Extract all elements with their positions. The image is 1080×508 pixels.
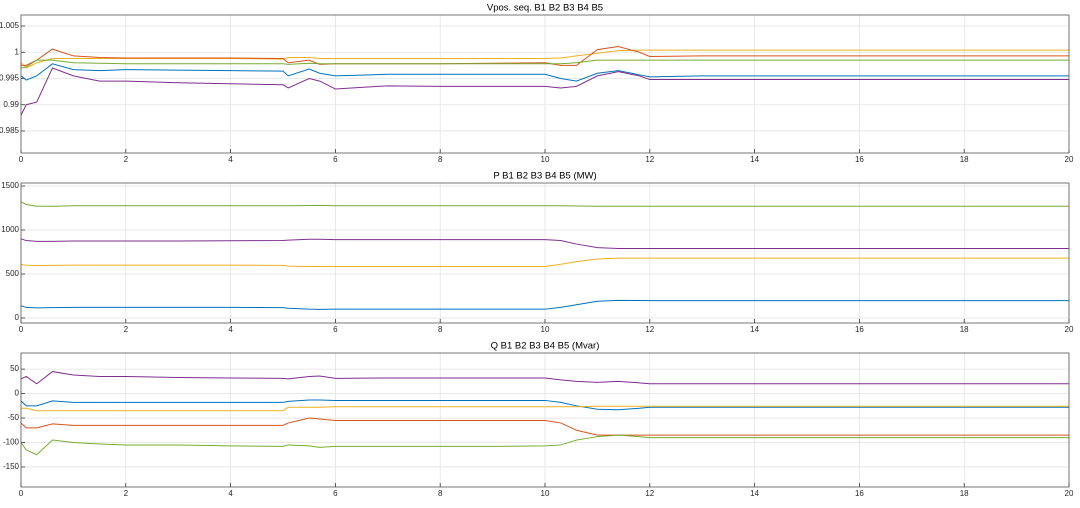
x-tick-label: 8 xyxy=(438,155,443,164)
x-tick-label: 20 xyxy=(1065,325,1074,334)
series-line xyxy=(21,201,1069,207)
subplot-title: Q B1 B2 B3 B4 B5 (Mvar) xyxy=(491,341,600,352)
subplot: Q B1 B2 B3 B4 B5 (Mvar) 0 2 4 6 8 10 12 14 16 18 20… xyxy=(3,341,1074,499)
x-tick-label: 0 xyxy=(19,155,24,164)
axes-box xyxy=(20,14,1070,154)
x-tick-label: 4 xyxy=(228,489,233,498)
series-line xyxy=(21,67,1069,116)
x-tick-label: 2 xyxy=(124,155,129,164)
series-line xyxy=(21,257,1069,268)
series-line xyxy=(21,399,1069,411)
x-tick-label: 8 xyxy=(438,325,443,334)
y-tick-label: 1.005 xyxy=(0,21,20,30)
series-line xyxy=(21,405,1069,412)
series-line xyxy=(21,63,1069,82)
y-tick-label: 0.995 xyxy=(0,74,20,83)
subplot-title: Vpos. seq. B1 B2 B3 B4 B5 xyxy=(487,3,603,14)
axes-box xyxy=(20,352,1070,488)
series-line xyxy=(21,59,1069,69)
x-tick-label: 2 xyxy=(124,489,129,498)
x-tick-label: 14 xyxy=(750,325,759,334)
series-line xyxy=(21,371,1069,385)
x-tick-label: 10 xyxy=(541,155,550,164)
y-tick-label: 0.985 xyxy=(0,126,20,135)
x-tick-label: 14 xyxy=(750,489,759,498)
y-tick-label: 1000 xyxy=(1,225,19,234)
series-line xyxy=(21,238,1069,249)
subplot: P B1 B2 B3 B4 B5 (MW) 0 2 4 6 8 10 12 14 16 18 20 0 5… xyxy=(1,171,1074,335)
x-tick-label: 20 xyxy=(1065,155,1074,164)
x-tick-label: 18 xyxy=(960,489,969,498)
x-tick-label: 20 xyxy=(1065,489,1074,498)
x-tick-label: 4 xyxy=(228,325,233,334)
x-tick-label: 12 xyxy=(645,155,654,164)
y-tick-label: 0 xyxy=(15,389,20,398)
subplot: Vpos. seq. B1 B2 B3 B4 B5 0 2 4 6 8 10 12 14 16 18… xyxy=(0,3,1074,165)
subplot-title: P B1 B2 B3 B4 B5 (MW) xyxy=(493,171,596,182)
y-tick-label: -50 xyxy=(7,413,19,422)
y-tick-label: 0.99 xyxy=(3,100,19,109)
y-tick-label: 0 xyxy=(15,313,20,322)
x-tick-label: 12 xyxy=(645,325,654,334)
x-tick-label: 16 xyxy=(855,489,864,498)
y-tick-label: -150 xyxy=(3,462,20,471)
x-tick-label: 10 xyxy=(541,489,550,498)
series-line xyxy=(21,417,1069,436)
x-tick-label: 14 xyxy=(750,155,759,164)
x-tick-label: 16 xyxy=(855,155,864,164)
x-tick-label: 6 xyxy=(333,325,338,334)
x-tick-label: 4 xyxy=(228,155,233,164)
y-tick-label: 50 xyxy=(10,364,19,373)
y-tick-label: 1500 xyxy=(1,181,19,190)
x-tick-label: 10 xyxy=(541,325,550,334)
series-line xyxy=(21,434,1069,456)
y-tick-label: 500 xyxy=(6,269,20,278)
x-tick-label: 18 xyxy=(960,155,969,164)
x-tick-label: 16 xyxy=(855,325,864,334)
y-tick-label: -100 xyxy=(3,438,20,447)
x-tick-label: 0 xyxy=(19,325,24,334)
y-tick-label: 1 xyxy=(15,47,20,56)
series-line xyxy=(21,299,1069,310)
axes-box xyxy=(20,182,1070,324)
x-tick-label: 18 xyxy=(960,325,969,334)
x-tick-label: 8 xyxy=(438,489,443,498)
x-tick-label: 12 xyxy=(645,489,654,498)
x-tick-label: 0 xyxy=(19,489,24,498)
x-tick-label: 6 xyxy=(333,155,338,164)
x-tick-label: 2 xyxy=(124,325,129,334)
x-tick-label: 6 xyxy=(333,489,338,498)
series-line xyxy=(21,49,1069,69)
